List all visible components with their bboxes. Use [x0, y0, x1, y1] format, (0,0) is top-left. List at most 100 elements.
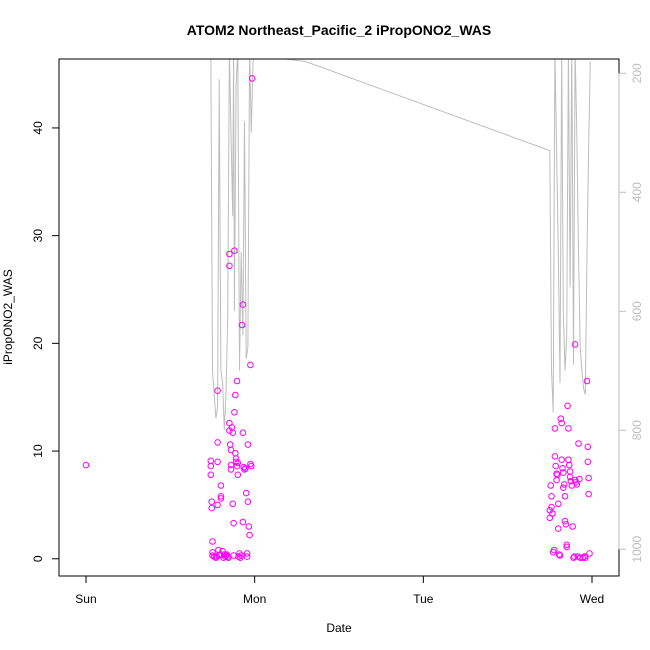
data-point [561, 493, 569, 500]
data-point [584, 443, 592, 451]
data-point [242, 465, 249, 472]
data-point [550, 546, 558, 554]
y-tick-label: 40 [31, 121, 45, 135]
data-point [586, 550, 593, 557]
data-point [557, 415, 565, 423]
y-axis-label: iPropONO2_WAS [1, 269, 15, 365]
data-point [226, 262, 233, 270]
data-point [239, 518, 247, 526]
data-point [566, 468, 574, 475]
right-y-tick-label: 200 [630, 63, 644, 83]
data-point [226, 441, 234, 448]
x-axis-label: Date [326, 621, 352, 635]
right-y-tick-label: 1000 [630, 536, 644, 563]
data-point [217, 493, 225, 500]
x-tick-label: Wed [580, 592, 604, 606]
data-point [212, 554, 220, 562]
x-tick-label: Sun [75, 592, 96, 606]
data-point [241, 466, 248, 473]
data-point [562, 521, 570, 528]
data-point [555, 551, 563, 558]
y-tick-label: 0 [31, 555, 45, 562]
data-point [242, 489, 250, 497]
data-point [234, 459, 242, 467]
data-point [232, 458, 240, 466]
data-point [243, 553, 251, 560]
data-point [207, 471, 215, 479]
data-point [247, 361, 254, 369]
data-point [570, 554, 577, 562]
data-point [82, 461, 90, 469]
data-point [558, 419, 566, 427]
data-point [209, 538, 216, 545]
data-point [565, 425, 572, 432]
data-point [231, 247, 238, 254]
data-point [548, 503, 555, 511]
data-point [563, 541, 571, 549]
data-point [576, 554, 584, 562]
data-point [208, 498, 215, 506]
x-tick-label: Tue [413, 592, 434, 606]
data-point [221, 553, 229, 560]
data-point [217, 482, 225, 489]
data-point [585, 474, 592, 482]
data-point [244, 498, 252, 506]
data-point [551, 425, 559, 432]
data-point [248, 75, 256, 82]
data-point [239, 429, 247, 437]
y-tick-label: 10 [31, 444, 45, 458]
line-series [210, 59, 591, 431]
y-axis: 0 10 20 30 40 [31, 121, 60, 562]
data-point [566, 473, 574, 481]
data-point [551, 453, 559, 460]
data-point [227, 461, 235, 469]
data-point [227, 466, 235, 473]
data-point [563, 543, 571, 551]
data-point [233, 462, 241, 470]
data-point [565, 461, 573, 469]
data-point [553, 476, 560, 484]
data-point [232, 391, 239, 399]
chart-title: ATOM2 Northeast_Pacific_2 iPropONO2_WAS [187, 22, 491, 38]
data-point [232, 449, 239, 457]
data-point [556, 552, 564, 559]
plot-area [58, 58, 620, 577]
data-point [207, 462, 215, 470]
data-point [554, 471, 561, 479]
data-point [239, 301, 247, 308]
data-point [217, 495, 225, 502]
line-series-layer [210, 59, 591, 431]
data-point [214, 501, 221, 509]
data-point [209, 552, 216, 559]
data-point [560, 484, 567, 492]
data-point [584, 458, 592, 466]
data-point [229, 429, 236, 437]
data-point [214, 387, 221, 395]
data-point [208, 504, 215, 512]
data-point [565, 456, 572, 464]
data-point [236, 550, 243, 557]
data-point [559, 465, 566, 472]
data-point [560, 481, 568, 488]
data-point [579, 554, 587, 562]
data-point [248, 462, 255, 470]
data-point [207, 457, 215, 465]
data-point [226, 250, 233, 258]
data-point [582, 554, 589, 562]
data-point [548, 493, 555, 500]
data-point [575, 440, 582, 447]
data-point [552, 462, 560, 470]
data-point [214, 458, 221, 466]
data-point [231, 409, 238, 416]
y-tick-label: 20 [31, 336, 45, 350]
y-tick-label: 30 [31, 229, 45, 243]
data-point [555, 525, 562, 532]
data-point [561, 517, 569, 525]
data-point [227, 446, 235, 454]
data-point [243, 550, 251, 557]
data-point [246, 531, 253, 539]
scatter-points-layer [82, 75, 593, 562]
data-point [585, 490, 592, 498]
data-point [573, 481, 581, 488]
